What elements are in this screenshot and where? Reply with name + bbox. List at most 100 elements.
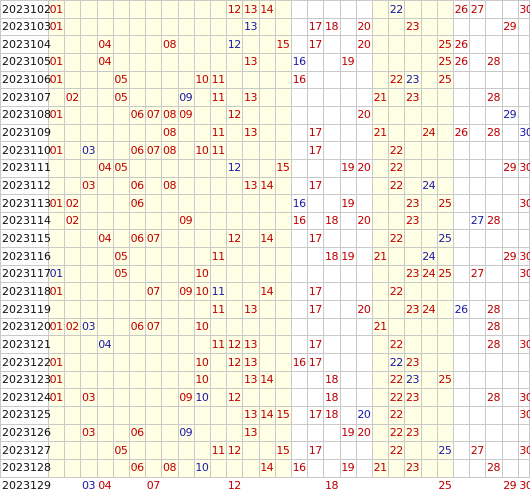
- column-highlight: [274, 0, 291, 478]
- red-number: 26: [454, 126, 469, 140]
- grid-line-vertical: [274, 0, 276, 477]
- red-number: 08: [163, 143, 177, 157]
- grid-line-horizontal: [0, 441, 530, 443]
- grid-line-horizontal: [0, 458, 530, 460]
- red-number: 28: [487, 320, 501, 334]
- column-highlight: [145, 0, 162, 478]
- red-number: 18: [325, 20, 339, 34]
- column-highlight: [112, 0, 129, 478]
- red-number: 14: [260, 284, 274, 298]
- blue-number: 04: [98, 337, 112, 351]
- red-number: 26: [454, 37, 469, 51]
- period-label: 2023120: [2, 320, 51, 334]
- red-number: 14: [260, 408, 274, 422]
- grid-line-horizontal: [0, 211, 530, 213]
- red-number: 06: [130, 196, 145, 210]
- red-number: 21: [373, 461, 388, 475]
- red-number: 05: [114, 249, 128, 263]
- grid-line-vertical: [323, 0, 325, 477]
- red-number: 04: [98, 161, 112, 175]
- red-number: 11: [211, 337, 226, 351]
- period-label: 2023118: [2, 284, 51, 298]
- red-number: 12: [227, 390, 242, 404]
- blue-number: 20: [357, 408, 371, 422]
- red-number: 04: [98, 231, 112, 245]
- grid-line-vertical: [48, 0, 49, 477]
- red-number: 04: [98, 479, 112, 493]
- red-number: 29: [503, 20, 517, 34]
- red-number: 02: [65, 214, 80, 228]
- grid-line-vertical: [226, 0, 228, 477]
- period-label: 2023113: [2, 196, 51, 210]
- red-number: 06: [130, 108, 145, 122]
- grid-line-vertical: [436, 0, 438, 477]
- red-number: 06: [130, 320, 145, 334]
- red-number: 30: [519, 196, 530, 210]
- red-number: 21: [373, 249, 388, 263]
- red-number: 05: [114, 443, 128, 457]
- red-number: 22: [389, 390, 404, 404]
- red-number: 13: [244, 355, 258, 369]
- red-number: 23: [406, 390, 420, 404]
- red-number: 17: [308, 408, 323, 422]
- red-number: 20: [357, 37, 371, 51]
- column-highlight: [193, 0, 210, 478]
- red-number: 12: [227, 355, 242, 369]
- red-number: 05: [114, 161, 128, 175]
- red-number: 07: [146, 284, 161, 298]
- column-highlight: [420, 0, 437, 478]
- column-highlight: [64, 0, 81, 478]
- red-number: 07: [146, 143, 161, 157]
- red-number: 18: [325, 373, 339, 387]
- red-number: 01: [49, 20, 64, 34]
- red-number: 22: [389, 143, 404, 157]
- column-highlight: [210, 0, 227, 478]
- red-number: 22: [389, 443, 404, 457]
- red-number: 24: [422, 126, 436, 140]
- red-number: 30: [519, 443, 530, 457]
- red-number: 30: [519, 337, 530, 351]
- red-number: 13: [244, 408, 258, 422]
- grid-line-vertical: [80, 0, 82, 477]
- red-number: 28: [487, 337, 501, 351]
- period-label: 2023126: [2, 426, 51, 440]
- red-number: 23: [406, 20, 420, 34]
- grid-line-horizontal: [0, 88, 530, 90]
- red-number: 15: [276, 408, 290, 422]
- red-number: 17: [308, 337, 323, 351]
- red-number: 11: [211, 302, 226, 316]
- red-number: 22: [389, 179, 404, 192]
- red-number: 19: [341, 461, 355, 475]
- red-number: 23: [406, 90, 420, 104]
- period-label: 2023102: [2, 2, 51, 16]
- period-label: 2023124: [2, 390, 51, 404]
- period-label: 2023106: [2, 73, 51, 87]
- red-number: 01: [49, 284, 64, 298]
- grid-line-vertical: [177, 0, 179, 477]
- red-number: 03: [82, 426, 96, 440]
- red-number: 02: [65, 196, 80, 210]
- red-number: 01: [49, 320, 64, 334]
- grid-line-horizontal: [0, 70, 530, 72]
- grid-line-vertical: [339, 0, 341, 477]
- period-label: 2023125: [2, 408, 51, 422]
- grid-line-horizontal: [0, 247, 530, 249]
- red-number: 15: [276, 37, 290, 51]
- red-number: 19: [341, 161, 355, 175]
- blue-number: 10: [195, 390, 209, 404]
- column-highlight: [226, 0, 243, 478]
- blue-number: 22: [389, 355, 404, 369]
- red-number: 21: [373, 90, 388, 104]
- grid-line-horizontal: [0, 353, 530, 354]
- grid-line-vertical: [291, 0, 292, 477]
- red-number: 30: [519, 249, 530, 263]
- red-number: 09: [179, 108, 193, 122]
- blue-number: 29: [503, 108, 517, 122]
- column-highlight: [242, 0, 259, 478]
- grid-line-horizontal: [0, 405, 530, 407]
- grid-line-vertical: [161, 0, 163, 477]
- red-number: 10: [195, 267, 209, 281]
- red-number: 03: [82, 390, 96, 404]
- red-number: 05: [114, 90, 128, 104]
- blue-number: 22: [389, 2, 404, 16]
